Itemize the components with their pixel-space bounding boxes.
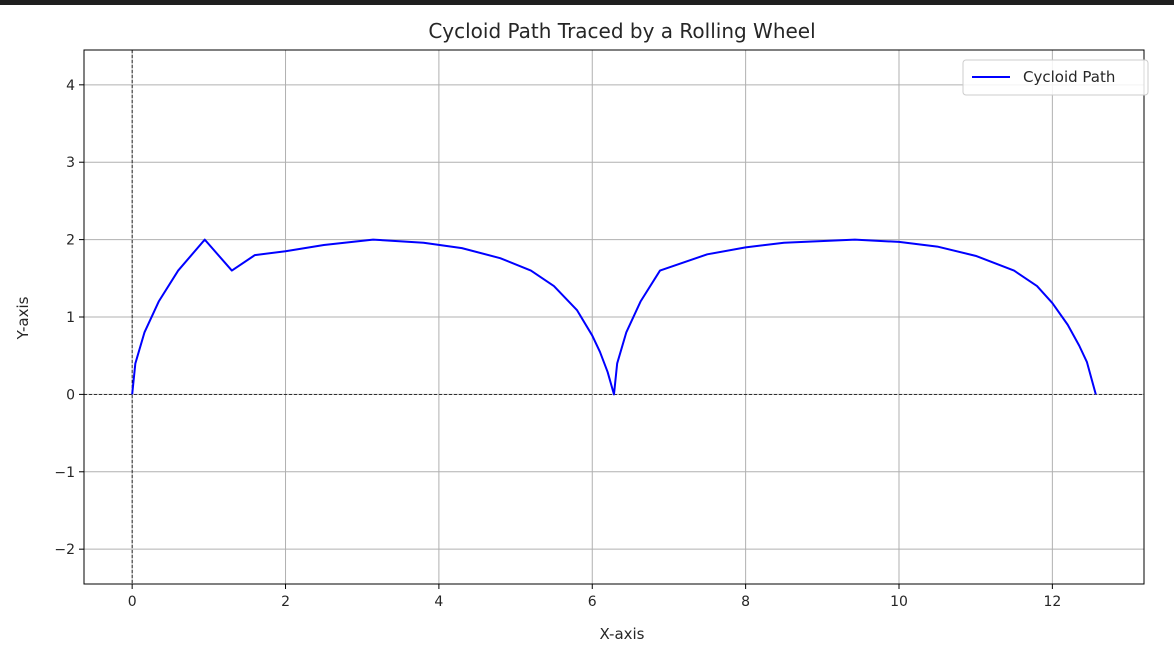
legend-label-cycloid-path: Cycloid Path (1023, 68, 1115, 86)
legend-box (962, 59, 1149, 96)
x-tick-label-6: 12 (1043, 594, 1061, 610)
x-axis-label: X-axis (600, 625, 645, 643)
chart-title: Cycloid Path Traced by a Rolling Wheel (428, 19, 815, 43)
y-tick-label-6: 4 (66, 78, 75, 94)
y-axis-ticks: −2 −1 0 1 2 3 4 (54, 78, 84, 558)
x-tick-label-4: 8 (741, 594, 750, 610)
x-tick-label-5: 10 (890, 594, 908, 610)
x-tick-label-3: 6 (588, 594, 597, 610)
series-line-0 (131, 238, 1097, 396)
x-tick-label-0: 0 (128, 594, 137, 610)
y-tick-label-5: 3 (66, 155, 75, 171)
chart-legend: Cycloid Path (962, 59, 1149, 96)
x-tick-label-2: 4 (434, 594, 443, 610)
series-layer (131, 238, 1097, 396)
y-tick-label-4: 2 (66, 233, 75, 249)
y-tick-label-0: −2 (54, 542, 75, 558)
window-top-bar (0, 0, 1174, 5)
y-tick-label-2: 0 (66, 387, 75, 403)
x-tick-label-1: 2 (281, 594, 290, 610)
x-axis-ticks: 0 2 4 6 8 10 12 (128, 584, 1061, 610)
y-tick-label-3: 1 (66, 310, 75, 326)
y-tick-label-1: −1 (54, 465, 75, 481)
y-axis-label: Y-axis (14, 296, 32, 340)
